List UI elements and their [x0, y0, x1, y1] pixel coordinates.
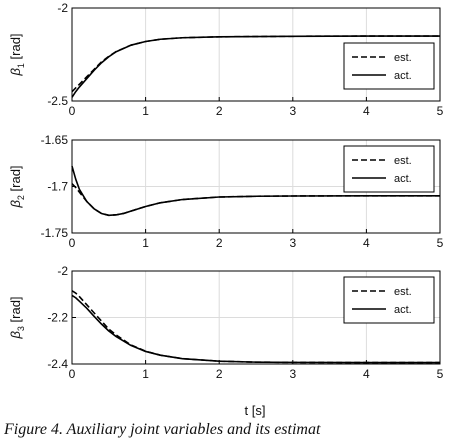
y-tick-label: -1.7	[47, 180, 68, 194]
x-tick-label: 4	[363, 104, 370, 118]
legend-label: act.	[394, 70, 412, 82]
axes-frame	[71, 7, 441, 102]
legend-box	[343, 276, 435, 324]
x-axis-label: t [s]	[245, 403, 266, 418]
series-line-act	[71, 294, 440, 364]
figure-caption: Figure 4. Auxiliary joint variables and …	[4, 421, 321, 438]
y-axis-label-symbol: β	[8, 331, 23, 340]
x-tick-label: 0	[69, 236, 76, 250]
y-tick-label: -2.2	[47, 311, 68, 325]
y-axis-label-unit: [rad]	[8, 33, 23, 63]
x-tick-label: 2	[216, 236, 223, 250]
legend-label: act.	[394, 173, 412, 185]
figure: t [s] 0 1 2 3 4 5-2.5-2β1 [rad] est.act.0 1 2 3 4 5…	[8, 1, 444, 418]
x-tick-label: 3	[289, 236, 296, 250]
x-tick-label: 3	[289, 367, 296, 381]
x-tick-label: 1	[142, 367, 149, 381]
y-axis-label: β2 [rad]	[8, 165, 26, 208]
y-axis-label-unit: [rad]	[8, 296, 23, 326]
y-tick-label: -1.75	[41, 226, 69, 240]
x-tick-label: 2	[216, 104, 223, 118]
y-axis-label: β1 [rad]	[8, 33, 26, 76]
x-tick-label: 0	[69, 367, 76, 381]
x-tick-label: 4	[363, 236, 370, 250]
legend-box	[343, 42, 435, 90]
y-axis-label-subscript: 2	[16, 195, 26, 200]
x-tick-label: 5	[437, 236, 444, 250]
legend-label: act.	[394, 304, 412, 316]
legend-box	[343, 145, 435, 193]
y-tick-label: -2	[57, 1, 68, 15]
x-tick-label: 5	[437, 367, 444, 381]
y-tick-label: -2.4	[47, 357, 68, 371]
series-line-act	[71, 165, 440, 217]
x-tick-label: 5	[437, 104, 444, 118]
x-tick-label: 2	[216, 367, 223, 381]
series-line-act	[71, 35, 440, 98]
x-tick-label: 3	[289, 104, 296, 118]
y-axis-label-subscript: 3	[16, 326, 26, 331]
y-tick-label: -2.5	[47, 94, 68, 108]
x-tick-label: 1	[142, 236, 149, 250]
y-tick-label: -2	[57, 264, 68, 278]
y-axis-label-symbol: β	[8, 68, 23, 77]
y-tick-label: -1.65	[41, 133, 69, 147]
x-tick-label: 1	[142, 104, 149, 118]
y-axis-label-unit: [rad]	[8, 165, 23, 195]
legend-label: est.	[394, 155, 412, 167]
x-tick-label: 4	[363, 367, 370, 381]
y-axis-label-subscript: 1	[16, 63, 26, 68]
legend-label: est.	[394, 286, 412, 298]
legend-label: est.	[394, 52, 412, 64]
x-tick-label: 0	[69, 104, 76, 118]
y-axis-label-symbol: β	[8, 200, 23, 209]
y-axis-label: β3 [rad]	[8, 296, 26, 339]
